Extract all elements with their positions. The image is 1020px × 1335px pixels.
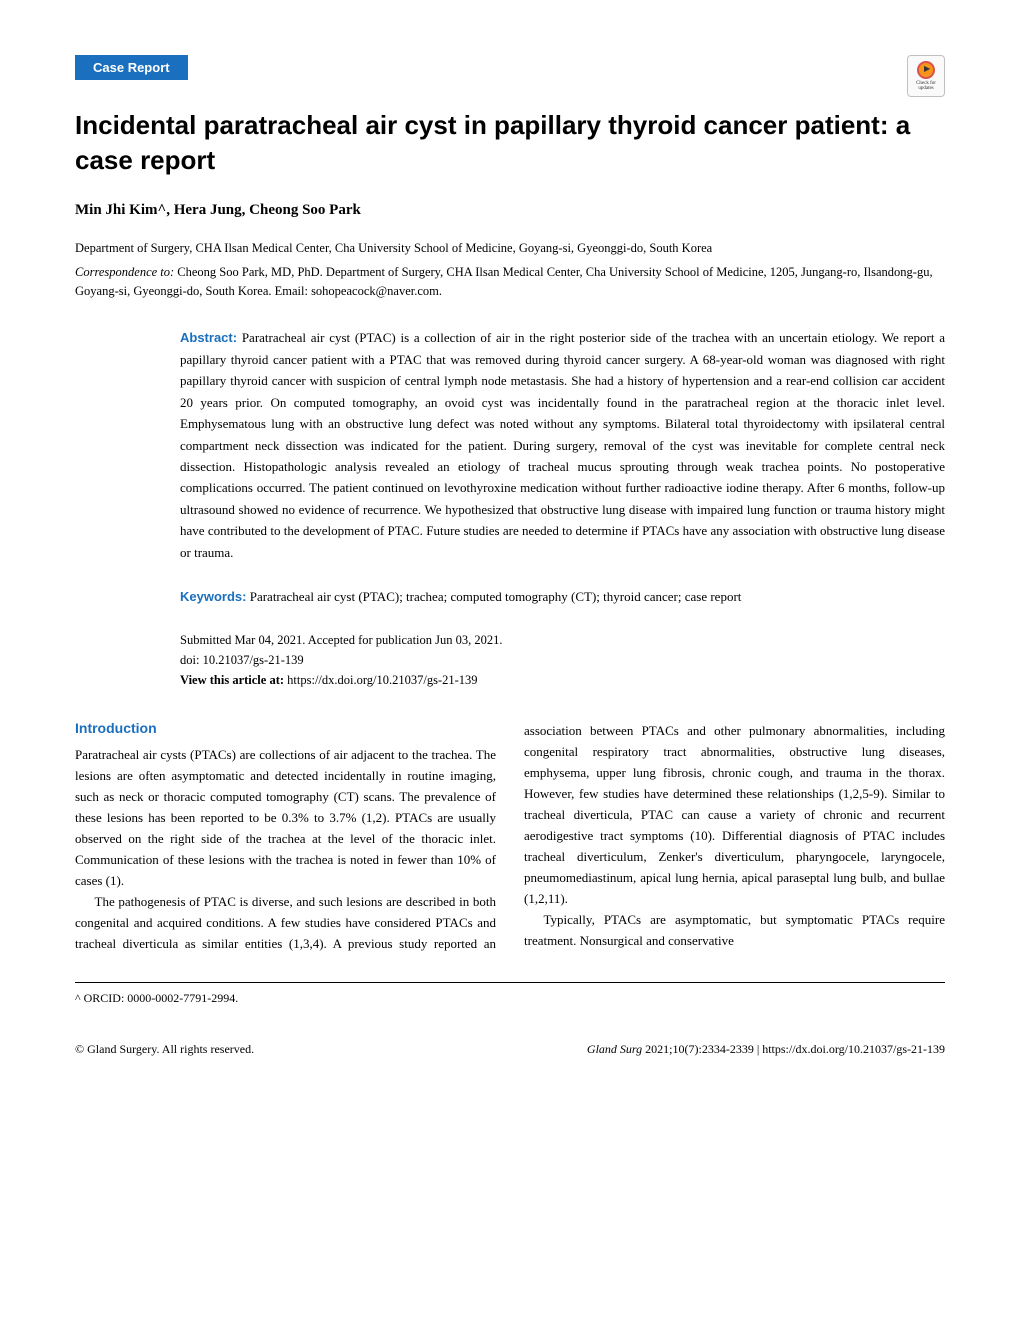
view-article-line: View this article at: https://dx.doi.org… <box>180 670 945 690</box>
intro-paragraph-3: Typically, PTACs are asymptomatic, but s… <box>524 909 945 951</box>
correspondence: Correspondence to: Cheong Soo Park, MD, … <box>75 263 945 302</box>
copyright-text: © Gland Surgery. All rights reserved. <box>75 1042 254 1057</box>
abstract-paragraph: Abstract: Paratracheal air cyst (PTAC) i… <box>180 327 945 563</box>
keywords-block: Keywords: Paratracheal air cyst (PTAC); … <box>180 587 945 608</box>
authors: Min Jhi Kim^, Hera Jung, Cheong Soo Park <box>75 202 945 219</box>
keywords-paragraph: Keywords: Paratracheal air cyst (PTAC); … <box>180 587 945 608</box>
keywords-text: Paratracheal air cyst (PTAC); trachea; c… <box>246 589 741 604</box>
intro-paragraph-1: Paratracheal air cysts (PTACs) are colle… <box>75 744 496 891</box>
citation-rest: 2021;10(7):2334-2339 | https://dx.doi.or… <box>642 1042 945 1056</box>
keywords-label: Keywords: <box>180 589 246 604</box>
case-report-badge-wrapper: Case Report <box>75 55 945 108</box>
doi-text: doi: 10.21037/gs-21-139 <box>180 650 945 670</box>
correspondence-label: Correspondence to: <box>75 265 174 279</box>
submitted-block: Submitted Mar 04, 2021. Accepted for pub… <box>180 630 945 690</box>
page-footer: © Gland Surgery. All rights reserved. Gl… <box>75 1042 945 1057</box>
citation-text: Gland Surg 2021;10(7):2334-2339 | https:… <box>587 1042 945 1057</box>
abstract-text: Paratracheal air cyst (PTAC) is a collec… <box>180 330 945 559</box>
view-article-url[interactable]: https://dx.doi.org/10.21037/gs-21-139 <box>284 673 478 687</box>
body-columns: Introduction Paratracheal air cysts (PTA… <box>75 720 945 954</box>
abstract-label: Abstract: <box>180 330 237 345</box>
abstract-block: Abstract: Paratracheal air cyst (PTAC) i… <box>180 327 945 563</box>
case-report-badge: Case Report <box>75 55 188 80</box>
article-title: Incidental paratracheal air cyst in papi… <box>75 108 945 178</box>
view-article-label: View this article at: <box>180 673 284 687</box>
footnote-divider <box>75 982 945 983</box>
submitted-date: Submitted Mar 04, 2021. Accepted for pub… <box>180 630 945 650</box>
journal-name: Gland Surg <box>587 1042 642 1056</box>
orcid-footnote: ^ ORCID: 0000-0002-7791-2994. <box>75 991 945 1006</box>
correspondence-text: Cheong Soo Park, MD, PhD. Department of … <box>75 265 933 298</box>
introduction-heading: Introduction <box>75 720 496 736</box>
affiliation: Department of Surgery, CHA Ilsan Medical… <box>75 239 945 258</box>
